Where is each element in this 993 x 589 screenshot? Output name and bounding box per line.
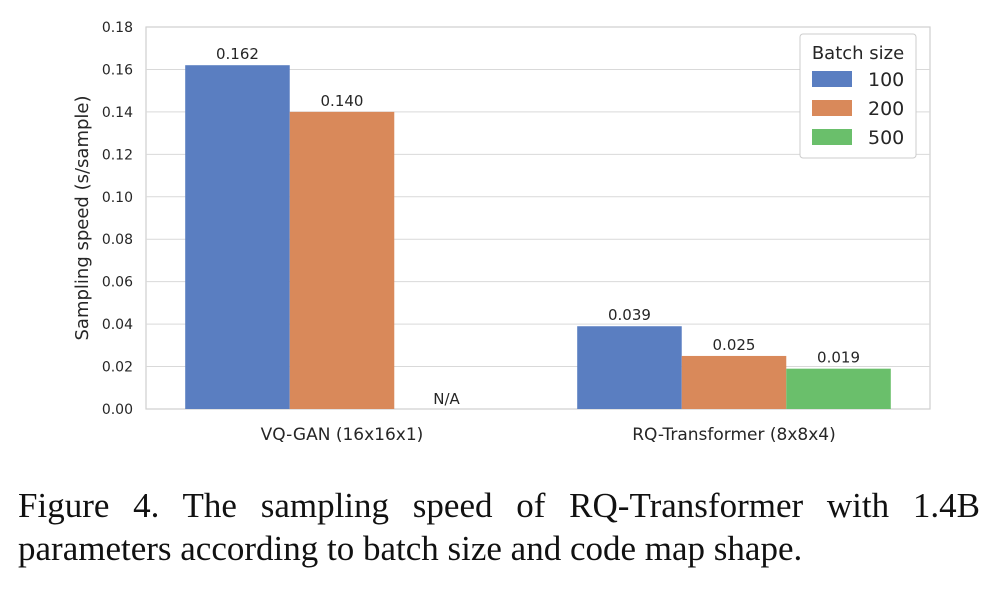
y-tick-label: 0.14: [102, 105, 133, 121]
data-label: N/A: [433, 390, 460, 408]
y-tick-label: 0.00: [102, 402, 133, 418]
data-labels: 0.162 0.140 N/A 0.039 0.025 0.019: [216, 45, 860, 408]
bar-500-1: [786, 368, 891, 409]
data-label: 0.140: [321, 92, 364, 110]
data-label: 0.039: [608, 306, 651, 324]
legend-swatch-100: [812, 71, 852, 87]
bar-100-1: [577, 326, 682, 409]
y-tick-label: 0.08: [102, 232, 133, 248]
bars: [185, 65, 891, 409]
legend: Batch size 100 200 500: [799, 33, 917, 159]
bar-chart: 0.00 0.02 0.04 0.06 0.08 0.10 0.12 0.14 0.16 0.18…: [72, 20, 931, 445]
legend-label: 200: [868, 98, 904, 120]
x-tick-label: RQ-Transformer (8x8x4): [632, 425, 836, 445]
legend-label: 100: [868, 69, 904, 91]
legend-title: Batch size: [812, 43, 904, 64]
legend-swatch-200: [812, 100, 852, 116]
y-tick-label: 0.10: [102, 190, 133, 206]
y-tick-label: 0.12: [102, 147, 133, 163]
legend-swatch-500: [812, 129, 852, 145]
y-tick-label: 0.02: [102, 360, 133, 376]
y-tick-label: 0.06: [102, 275, 133, 291]
y-tick-label: 0.18: [102, 20, 133, 36]
x-axis-ticks: VQ-GAN (16x16x1) RQ-Transformer (8x8x4): [261, 425, 836, 445]
data-label: 0.025: [713, 336, 756, 354]
data-label: 0.019: [817, 349, 860, 367]
y-axis-label: Sampling speed (s/sample): [72, 95, 93, 340]
y-tick-label: 0.16: [102, 62, 133, 78]
data-label: 0.162: [216, 45, 259, 63]
y-axis-ticks: 0.00 0.02 0.04 0.06 0.08 0.10 0.12 0.14 0.16 0.18: [102, 20, 133, 418]
bar-100-0: [185, 65, 290, 409]
legend-box: [799, 33, 917, 159]
bar-200-1: [681, 355, 787, 409]
bar-200-0: [289, 111, 395, 409]
x-tick-label: VQ-GAN (16x16x1): [261, 425, 424, 445]
figure-caption: Figure 4. The sampling speed of RQ-Trans…: [18, 486, 980, 568]
legend-label: 500: [868, 127, 904, 149]
y-tick-label: 0.04: [102, 317, 133, 333]
